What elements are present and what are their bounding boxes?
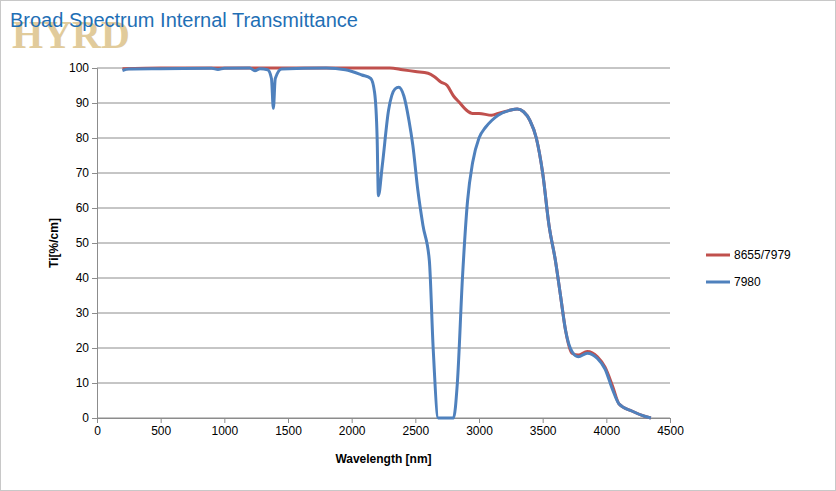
legend-item: 8655/7979 [706,248,791,262]
tick-label: 70 [76,166,90,180]
grid-line [97,278,670,279]
tick-mark [92,68,97,69]
tick-mark [606,418,607,423]
legend-swatch [706,254,730,257]
axis-line [92,69,98,419]
tick-label: 30 [76,306,90,320]
tick-mark [92,208,97,209]
x-axis-title: Wavelength [nm] [335,452,431,466]
tick-mark [92,348,97,349]
tick-label: 80 [76,131,90,145]
tick-mark [92,173,97,174]
tick-label: 40 [76,271,90,285]
tick-label: 20 [76,341,90,355]
tick-mark [670,418,671,423]
tick-mark [415,418,416,423]
grid-line [97,243,670,244]
tick-mark [92,138,97,139]
tick-mark [224,418,225,423]
chart: HYRDBroad Spectrum Internal Transmittanc… [0,0,836,491]
tick: 500 [151,418,171,438]
tick-label: 90 [76,96,90,110]
grid-line [97,313,670,314]
tick-label: 3000 [466,424,493,438]
grid-line [97,173,670,174]
tick-label: 500 [151,424,171,438]
tick: 100 [69,61,97,75]
tick-label: 2500 [402,424,429,438]
tick-mark [92,278,97,279]
grid-line [97,138,670,139]
tick-mark [92,243,97,244]
tick: 4000 [593,418,620,438]
y-axis: 0 10 20 30 40 50 60 70 80 90 100 [69,61,98,425]
tick-mark [92,418,97,419]
legend-swatch [706,281,730,284]
tick: 70 [76,166,97,180]
tick: 1000 [211,418,238,438]
tick: 2000 [339,418,366,438]
y-axis-title: Ti[%/cm] [47,218,61,268]
tick-mark [543,418,544,423]
axis-line [98,419,671,424]
tick-label: 60 [76,201,90,215]
tick-label: 100 [69,61,89,75]
tick-mark [352,418,353,423]
tick: 40 [76,271,97,285]
tick-label: 1000 [211,424,238,438]
tick-mark [288,418,289,423]
tick-label: 1500 [275,424,302,438]
grid [97,68,670,418]
grid-line [97,383,670,384]
tick-label: 0 [94,424,101,438]
tick: 4500 [657,418,684,438]
tick: 10 [76,376,97,390]
tick-mark [92,103,97,104]
frame [1,1,836,491]
tick: 60 [76,201,97,215]
tick-label: 50 [76,236,90,250]
tick: 80 [76,131,97,145]
plot-area [122,68,650,418]
tick-mark [92,313,97,314]
tick-mark [479,418,480,423]
tick: 3500 [530,418,557,438]
legend-label: 8655/7979 [734,248,791,262]
tick-label: 2000 [339,424,366,438]
series-line [122,68,650,418]
legend: 8655/7979 7980 [706,248,791,289]
tick: 3000 [466,418,493,438]
legend-label: 7980 [734,275,761,289]
tick: 2500 [402,418,429,438]
tick-mark [92,383,97,384]
grid-line [97,348,670,349]
tick: 0 [82,411,97,425]
series-line [122,68,650,418]
tick-label: 4500 [657,424,684,438]
tick: 20 [76,341,97,355]
tick-label: 10 [76,376,90,390]
tick-mark [161,418,162,423]
x-axis: 0 500 1000 1500 2000 2500 3000 3500 4000 4500 [94,418,684,438]
tick: 30 [76,306,97,320]
title: Broad Spectrum Internal Transmittance [10,9,358,31]
grid-line [97,208,670,209]
tick-label: 3500 [530,424,557,438]
tick: 90 [76,96,97,110]
tick: 50 [76,236,97,250]
grid-line [97,103,670,104]
tick: 0 [94,418,101,438]
tick: 1500 [275,418,302,438]
tick-label: 4000 [593,424,620,438]
legend-item: 7980 [706,275,761,289]
tick-label: 0 [82,411,89,425]
